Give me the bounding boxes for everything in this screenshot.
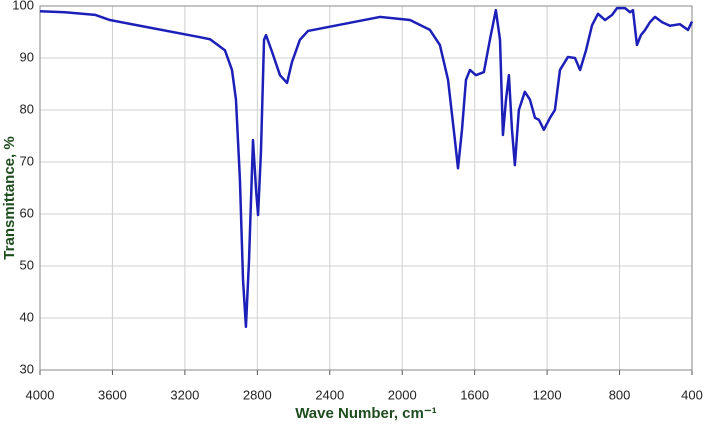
x-axis-title: Wave Number, cm⁻¹ bbox=[295, 405, 437, 422]
y-axis-title: Transmittance, % bbox=[1, 136, 18, 259]
x-tick-label: 400 bbox=[681, 387, 703, 402]
spectrum-line bbox=[39, 6, 694, 329]
y-tick-label: 70 bbox=[20, 153, 34, 168]
plot-frame bbox=[39, 5, 693, 371]
x-tick-label: 2800 bbox=[243, 387, 272, 402]
y-tick-label: 90 bbox=[20, 49, 34, 64]
y-tick-label: 40 bbox=[20, 309, 34, 324]
y-tick-label: 60 bbox=[20, 205, 34, 220]
x-tick-label: 1600 bbox=[460, 387, 489, 402]
x-tick-label: 3200 bbox=[170, 387, 199, 402]
x-tick-label: 2400 bbox=[315, 387, 344, 402]
x-tick-label: 4000 bbox=[26, 387, 55, 402]
x-tick-label: 800 bbox=[609, 387, 631, 402]
y-tick-label: 100 bbox=[12, 0, 34, 12]
y-tick-label: 80 bbox=[20, 101, 34, 116]
y-tick-label: 30 bbox=[20, 361, 34, 376]
y-tick-label: 50 bbox=[20, 257, 34, 272]
x-tick-label: 3600 bbox=[98, 387, 127, 402]
x-tick-label: 1200 bbox=[533, 387, 562, 402]
x-tick-label: 2000 bbox=[388, 387, 417, 402]
